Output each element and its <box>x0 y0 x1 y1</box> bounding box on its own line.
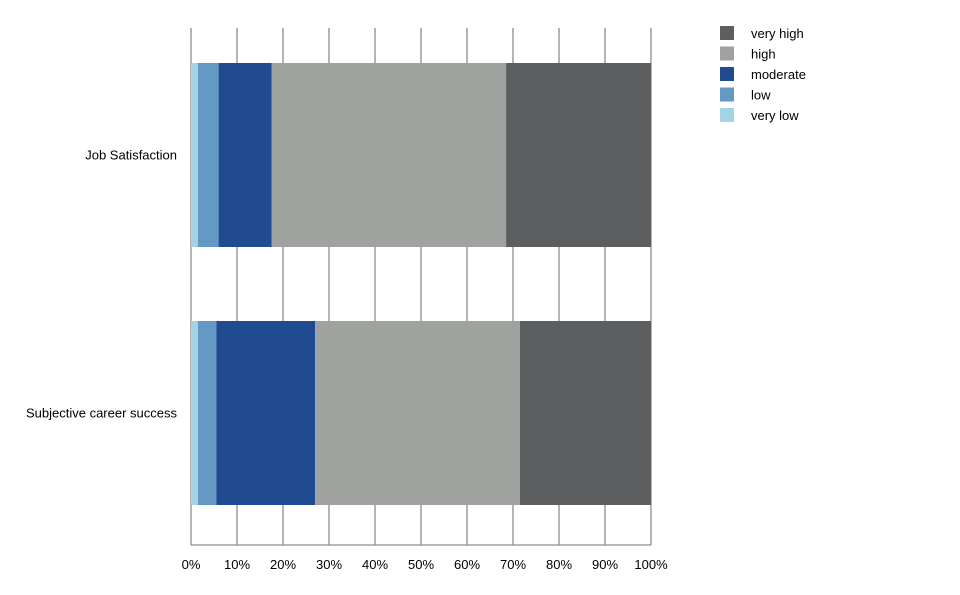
x-tick-label-90: 90% <box>592 557 618 572</box>
legend-label-low: low <box>751 88 771 103</box>
legend-label-very-high: very high <box>751 26 804 41</box>
legend-swatch-moderate <box>720 67 734 81</box>
bar-subjective-career-success-moderate <box>216 321 316 505</box>
legend: very high high moderate low very low <box>720 26 806 123</box>
bar-subjective-career-success-low <box>197 321 217 505</box>
x-axis-ticks: 0% 10% 20% 30% 40% 50% 60% 70% 80% 90% 100% <box>182 557 668 572</box>
x-tick-label-20: 20% <box>270 557 296 572</box>
x-tick-label-40: 40% <box>362 557 388 572</box>
legend-label-high: high <box>751 47 776 62</box>
x-tick-label-10: 10% <box>224 557 250 572</box>
legend-swatch-very-low <box>720 108 734 122</box>
bar-job-satisfaction-moderate <box>218 63 272 247</box>
legend-swatch-low <box>720 87 734 102</box>
bar-subjective-career-success-very-low <box>191 321 198 505</box>
legend-label-very-low: very low <box>751 108 799 123</box>
category-labels: Job Satisfaction Subjective career succes… <box>26 148 178 421</box>
bar-job-satisfaction-low <box>197 63 219 247</box>
bars <box>191 63 651 505</box>
bar-job-satisfaction-high <box>271 63 507 247</box>
x-tick-label-30: 30% <box>316 557 342 572</box>
x-tick-label-0: 0% <box>182 557 201 572</box>
x-tick-label-100: 100% <box>634 557 668 572</box>
bar-job-satisfaction-very-low <box>191 63 198 247</box>
x-tick-label-50: 50% <box>408 557 434 572</box>
legend-swatch-high <box>720 46 734 61</box>
x-tick-label-70: 70% <box>500 557 526 572</box>
category-label-0: Job Satisfaction <box>85 148 177 163</box>
bar-subjective-career-success-very-high <box>519 321 651 505</box>
x-tick-label-80: 80% <box>546 557 572 572</box>
legend-swatch-very-high <box>720 26 734 40</box>
x-tick-label-60: 60% <box>454 557 480 572</box>
category-label-1: Subjective career success <box>26 406 178 421</box>
bar-subjective-career-success-high <box>315 321 520 505</box>
bar-job-satisfaction-very-high <box>506 63 651 247</box>
legend-label-moderate: moderate <box>751 67 806 82</box>
